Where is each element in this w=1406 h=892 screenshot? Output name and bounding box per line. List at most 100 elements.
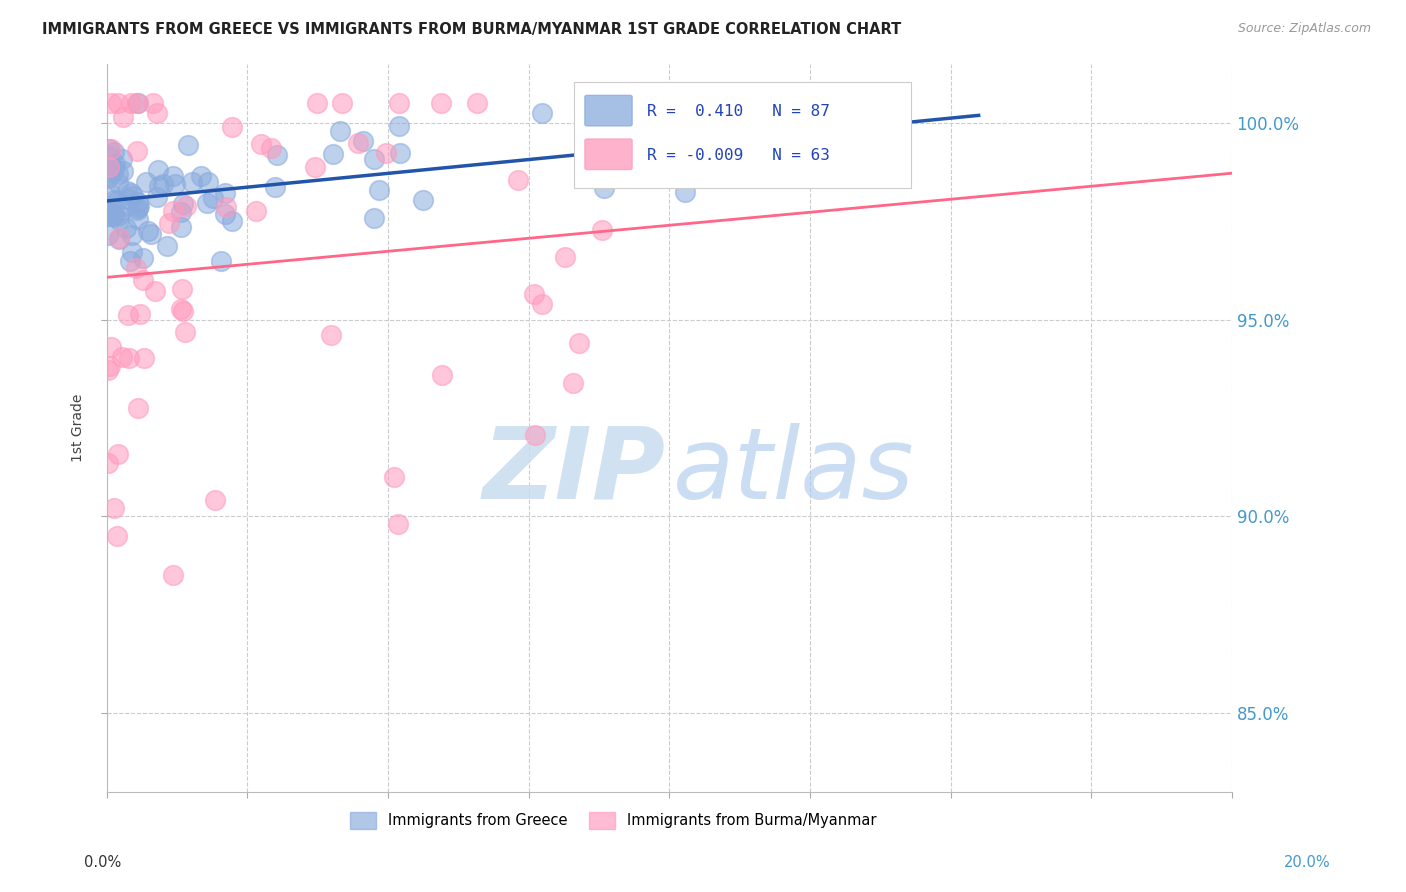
Point bbox=[250, 136, 273, 151]
Point bbox=[214, 186, 236, 200]
Point bbox=[266, 148, 288, 162]
Point bbox=[172, 282, 194, 296]
Point bbox=[568, 335, 591, 350]
Point bbox=[873, 96, 896, 111]
Point bbox=[97, 456, 120, 470]
Point bbox=[778, 146, 800, 161]
Point bbox=[731, 134, 754, 148]
Text: IMMIGRANTS FROM GREECE VS IMMIGRANTS FROM BURMA/MYANMAR 1ST GRADE CORRELATION CH: IMMIGRANTS FROM GREECE VS IMMIGRANTS FRO… bbox=[42, 22, 901, 37]
Point bbox=[108, 231, 131, 245]
Point bbox=[103, 210, 125, 224]
Point bbox=[330, 96, 353, 111]
Point bbox=[572, 96, 595, 111]
Point bbox=[135, 175, 157, 189]
Point bbox=[174, 199, 197, 213]
Point bbox=[146, 190, 169, 204]
Point bbox=[127, 401, 149, 416]
Point bbox=[107, 96, 129, 111]
Point bbox=[304, 161, 326, 175]
Point bbox=[122, 188, 145, 202]
Text: ZIP: ZIP bbox=[482, 423, 666, 520]
Y-axis label: 1st Grade: 1st Grade bbox=[72, 393, 86, 462]
Point bbox=[363, 211, 385, 225]
Point bbox=[111, 351, 134, 365]
Point bbox=[506, 173, 529, 187]
Point bbox=[97, 161, 120, 175]
Legend: Immigrants from Greece, Immigrants from Burma/Myanmar: Immigrants from Greece, Immigrants from … bbox=[344, 805, 882, 835]
Point bbox=[97, 170, 120, 185]
Point bbox=[319, 327, 342, 342]
FancyBboxPatch shape bbox=[585, 95, 633, 126]
Text: Source: ZipAtlas.com: Source: ZipAtlas.com bbox=[1237, 22, 1371, 36]
Point bbox=[108, 230, 131, 244]
Point bbox=[127, 96, 149, 111]
Point bbox=[523, 286, 546, 301]
Point bbox=[111, 110, 134, 124]
Point bbox=[108, 208, 131, 222]
Point bbox=[146, 105, 169, 120]
Point bbox=[108, 212, 131, 227]
Point bbox=[117, 309, 139, 323]
Point bbox=[142, 96, 165, 111]
Point bbox=[170, 301, 193, 316]
Point bbox=[125, 202, 148, 217]
Point bbox=[170, 205, 193, 219]
Point bbox=[387, 119, 409, 133]
Point bbox=[382, 470, 405, 484]
Point bbox=[97, 209, 120, 223]
Point bbox=[98, 149, 121, 163]
Point bbox=[103, 194, 125, 208]
Point bbox=[118, 253, 141, 268]
Point bbox=[201, 191, 224, 205]
Point bbox=[97, 142, 120, 156]
Point bbox=[530, 106, 553, 120]
Point bbox=[430, 368, 453, 383]
Point bbox=[120, 186, 142, 201]
Text: atlas: atlas bbox=[672, 423, 914, 520]
Point bbox=[374, 146, 396, 161]
Point bbox=[741, 149, 763, 163]
Point bbox=[132, 251, 155, 265]
Point bbox=[141, 227, 163, 242]
Point bbox=[465, 96, 488, 111]
Point bbox=[322, 146, 344, 161]
Point bbox=[148, 162, 170, 177]
Point bbox=[163, 177, 186, 191]
Point bbox=[190, 169, 212, 184]
Point bbox=[111, 153, 134, 167]
Point bbox=[148, 178, 170, 193]
Point bbox=[100, 186, 122, 201]
Point bbox=[105, 194, 128, 209]
Point bbox=[101, 166, 124, 180]
Point bbox=[221, 214, 243, 228]
Point bbox=[204, 492, 226, 507]
Point bbox=[263, 179, 285, 194]
Point bbox=[751, 163, 773, 178]
Point bbox=[103, 501, 125, 516]
Text: R =  0.410   N = 87: R = 0.410 N = 87 bbox=[647, 103, 830, 119]
Point bbox=[107, 447, 129, 461]
Point bbox=[675, 96, 697, 111]
Point bbox=[111, 163, 134, 178]
Point bbox=[305, 96, 328, 111]
Point bbox=[162, 568, 184, 582]
Point bbox=[352, 135, 374, 149]
Point bbox=[134, 351, 156, 366]
Point bbox=[127, 144, 149, 158]
Point bbox=[127, 194, 149, 209]
Point bbox=[100, 339, 122, 353]
Point bbox=[152, 178, 174, 192]
Point bbox=[657, 120, 679, 135]
Point bbox=[387, 517, 409, 532]
Point bbox=[97, 227, 120, 242]
Point bbox=[221, 120, 243, 134]
Point bbox=[561, 376, 583, 390]
Point bbox=[101, 210, 124, 224]
Point bbox=[107, 529, 129, 543]
Point bbox=[156, 239, 179, 253]
Point bbox=[100, 142, 122, 156]
Point bbox=[707, 96, 730, 111]
Point bbox=[104, 157, 127, 171]
Point bbox=[170, 220, 193, 235]
Point bbox=[593, 181, 616, 195]
